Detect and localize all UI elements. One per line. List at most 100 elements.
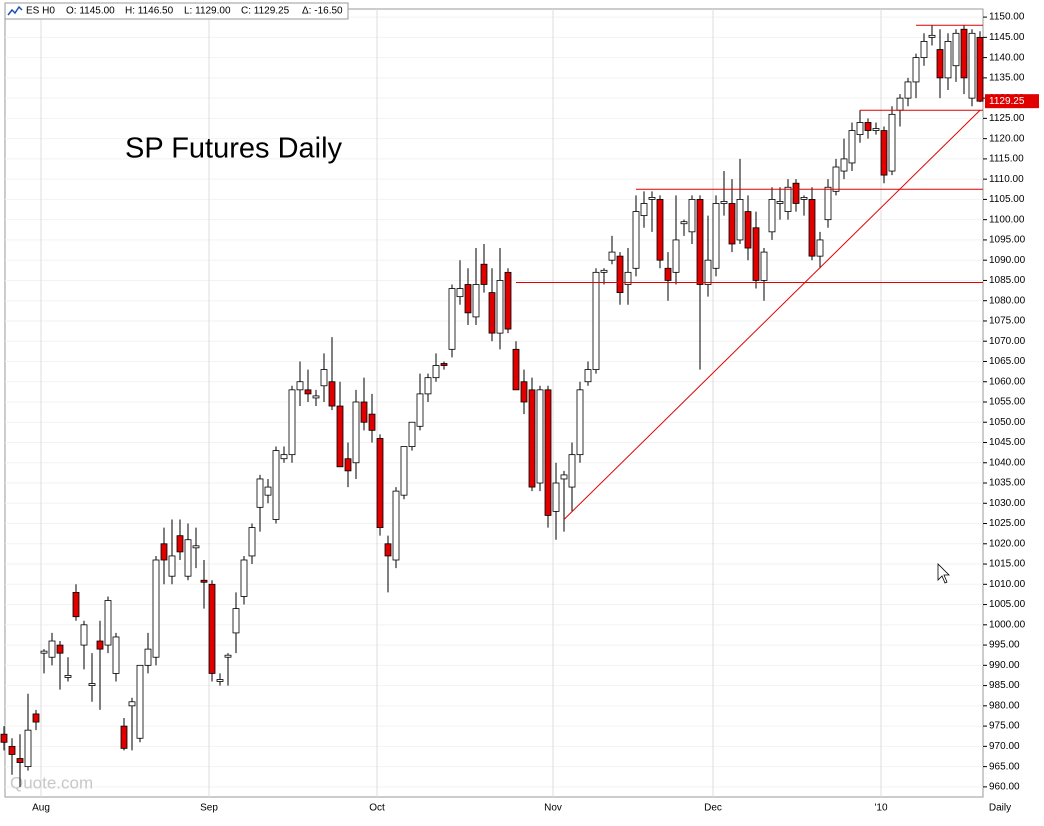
y-tick-label: 1080.00 — [989, 295, 1026, 306]
y-tick-label: 1125.00 — [989, 113, 1025, 124]
candle-body — [48, 640, 56, 658]
chart-icon — [7, 5, 23, 16]
candle-body — [760, 251, 768, 281]
x-tick-label: Oct — [369, 803, 385, 814]
candle-body — [552, 482, 560, 512]
candle-body — [912, 57, 920, 83]
y-tick-label: 1060.00 — [989, 376, 1026, 387]
candle-body — [360, 401, 368, 423]
y-tick-label: 1025.00 — [989, 518, 1026, 529]
candle-body — [592, 271, 600, 370]
candle-body — [864, 122, 872, 131]
candle-body — [80, 624, 88, 646]
candle-body — [480, 263, 488, 285]
candle-body — [352, 401, 360, 464]
last-price-label: 1129.25 — [989, 96, 1025, 107]
candle-body — [320, 369, 328, 387]
y-tick-label: 970.00 — [989, 741, 1020, 752]
x-tick-label: '10 — [874, 803, 887, 814]
y-tick-label: 1035.00 — [989, 478, 1026, 489]
candle-body — [744, 211, 752, 249]
candle-body — [128, 701, 136, 707]
y-tick-label: 1135.00 — [989, 73, 1025, 84]
header: ES H0 O: 1145.00 H: 1146.50 L: 1129.00 C: 11… — [26, 6, 343, 17]
candle-body — [792, 182, 800, 204]
candle-body — [880, 130, 888, 176]
candle-body — [816, 239, 824, 257]
candle-body — [168, 555, 176, 577]
candle-body — [8, 745, 16, 755]
y-tick-label: 965.00 — [989, 761, 1020, 772]
candle-body — [624, 271, 632, 285]
y-tick-label: 975.00 — [989, 721, 1020, 732]
candle-body — [512, 348, 520, 391]
header-field: C: 1129.25 — [241, 6, 290, 17]
y-tick-label: 995.00 — [989, 640, 1020, 651]
candle-body — [280, 454, 288, 460]
candle-body — [752, 227, 760, 281]
candle-body — [112, 636, 120, 674]
candle-body — [840, 158, 848, 172]
candle-body — [424, 377, 432, 395]
candle-body — [952, 32, 960, 67]
candle-body — [488, 292, 496, 334]
candle-body — [872, 128, 880, 131]
y-tick-label: 1015.00 — [989, 559, 1026, 570]
candle-body — [800, 196, 808, 200]
candle-body — [88, 683, 96, 686]
candle-body — [848, 130, 856, 164]
candle-body — [224, 654, 232, 658]
candle-body — [256, 478, 264, 508]
candle-body — [856, 122, 864, 135]
candle-body — [384, 543, 392, 557]
candle-body — [248, 527, 256, 557]
candle-body — [152, 559, 160, 658]
candle-body — [544, 389, 552, 516]
header-field: Δ: -16.50 — [302, 6, 343, 17]
candle-body — [368, 413, 376, 431]
candle-body — [56, 644, 64, 654]
candle-body — [568, 454, 576, 488]
candle-body — [632, 211, 640, 269]
candle-body — [496, 280, 504, 334]
candle-body — [808, 199, 816, 257]
candle-body — [832, 166, 840, 192]
y-tick-label: 1040.00 — [989, 457, 1026, 468]
header-field: O: 1145.00 — [66, 6, 115, 17]
candle-body — [456, 288, 464, 298]
candle-body — [264, 486, 272, 496]
candle-body — [608, 251, 616, 261]
candle-body — [336, 405, 344, 468]
candle-body — [944, 41, 952, 79]
y-tick-label: 1065.00 — [989, 356, 1026, 367]
header-field: L: 1129.00 — [184, 6, 231, 17]
candle-body — [736, 199, 744, 241]
y-tick-label: 1085.00 — [989, 275, 1026, 286]
candle-body — [96, 640, 104, 650]
y-tick-label: 960.00 — [989, 782, 1020, 793]
candle-body — [24, 729, 32, 768]
candle-body — [704, 259, 712, 285]
candle-body — [728, 203, 736, 245]
y-tick-label: 1055.00 — [989, 397, 1026, 408]
candle-body — [272, 450, 280, 520]
candle-body — [376, 438, 384, 528]
drawings — [516, 24, 983, 520]
x-tick-label: Sep — [200, 803, 218, 814]
chart-title: SP Futures Daily — [125, 133, 343, 165]
y-tick-label: 1070.00 — [989, 336, 1026, 347]
candle-body — [296, 381, 304, 391]
header-field: H: 1146.50 — [125, 6, 174, 17]
candle-body — [192, 545, 200, 549]
candle-body — [240, 559, 248, 597]
candle-body — [584, 369, 592, 383]
y-tick-label: 1120.00 — [989, 133, 1025, 144]
candle-body — [720, 201, 728, 204]
candle-body — [328, 381, 336, 407]
y-axis: 960.00 965.00 970.00 975.00 980.00 985.00 990.… — [32, 12, 1039, 814]
candle-body — [312, 395, 320, 399]
candle-body — [120, 725, 128, 749]
